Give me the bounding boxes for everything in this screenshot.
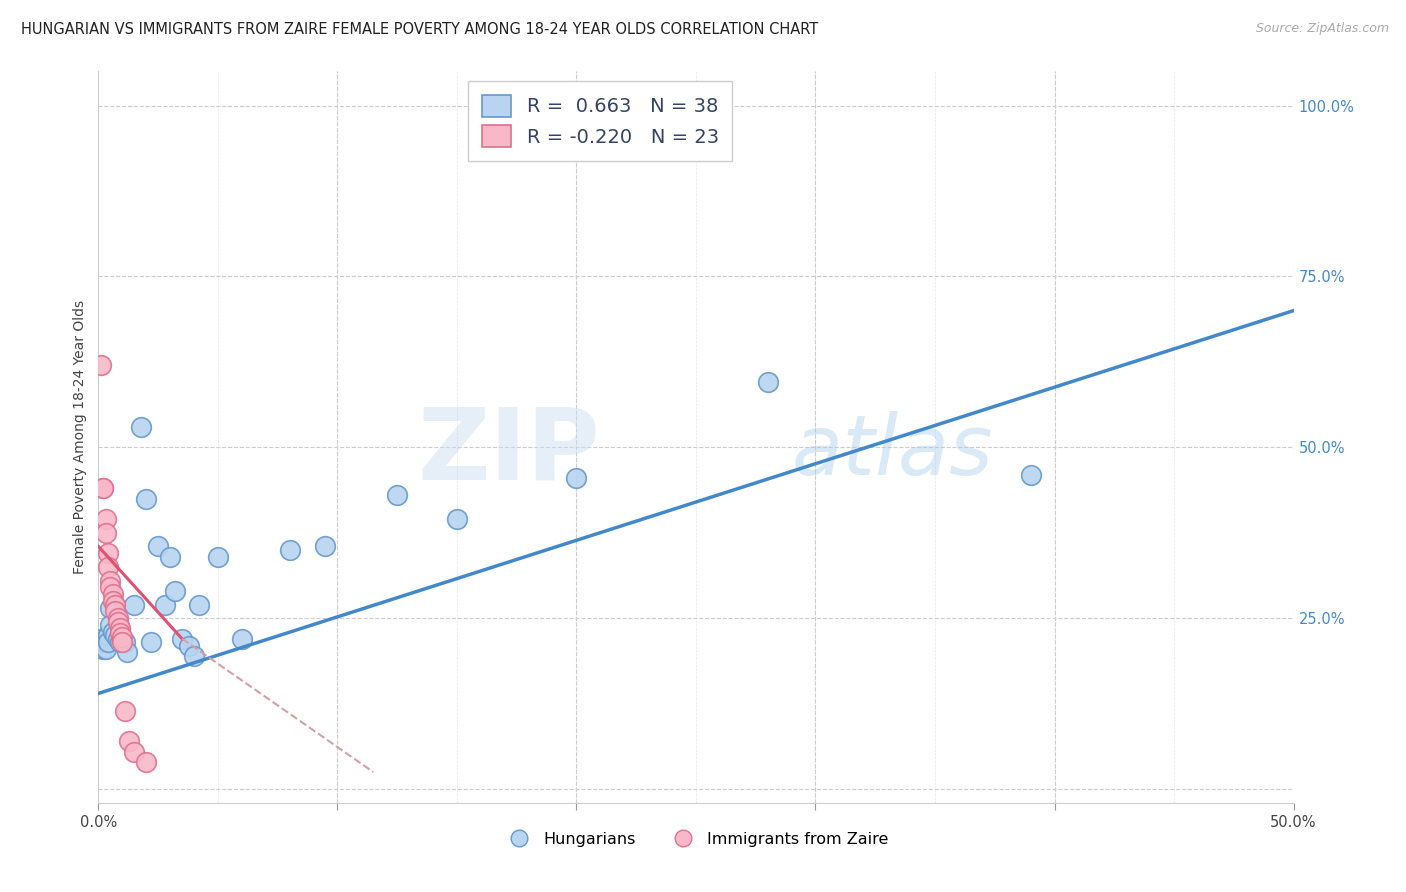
Text: HUNGARIAN VS IMMIGRANTS FROM ZAIRE FEMALE POVERTY AMONG 18-24 YEAR OLDS CORRELAT: HUNGARIAN VS IMMIGRANTS FROM ZAIRE FEMAL… (21, 22, 818, 37)
Point (114, 704, 136, 718)
Point (91, 635, 114, 649)
Point (183, 648, 205, 663)
Point (159, 549, 181, 564)
Point (135, 491, 157, 506)
Point (131, 420, 153, 434)
Point (111, 635, 134, 649)
Point (104, 598, 127, 612)
Point (91, 481, 114, 495)
Point (97, 635, 120, 649)
Point (91, 642, 114, 657)
Point (104, 604, 127, 618)
Point (101, 587, 124, 601)
Point (107, 611, 129, 625)
Point (756, 376, 779, 390)
Point (1019, 467, 1042, 482)
Point (207, 549, 229, 564)
Point (91, 481, 114, 495)
Point (148, 540, 170, 554)
Point (446, 512, 468, 526)
Point (315, 540, 337, 554)
Point (111, 632, 134, 646)
Point (98, 574, 122, 588)
Point (104, 628, 127, 642)
Point (97, 628, 120, 642)
Point (135, 755, 157, 769)
Point (187, 598, 209, 612)
Text: ZIP: ZIP (418, 403, 600, 500)
Point (179, 639, 201, 653)
Point (108, 635, 131, 649)
Point (108, 626, 131, 640)
Point (115, 645, 138, 659)
Point (94, 635, 117, 649)
Point (124, 745, 146, 759)
Point (278, 542, 301, 557)
Point (98, 601, 122, 615)
Point (565, 471, 588, 485)
Point (97, 560, 120, 574)
Point (139, 635, 162, 649)
Text: atlas: atlas (792, 411, 993, 492)
Point (124, 598, 146, 612)
Y-axis label: Female Poverty Among 18-24 Year Olds: Female Poverty Among 18-24 Year Olds (73, 300, 87, 574)
Point (101, 594, 124, 608)
Point (97, 546, 120, 560)
Point (94, 642, 117, 657)
Point (155, 598, 177, 612)
Point (118, 734, 141, 748)
Point (90, 632, 112, 646)
Point (108, 622, 131, 636)
Point (172, 632, 194, 646)
Point (107, 632, 129, 646)
Point (94, 632, 117, 646)
Point (231, 632, 253, 646)
Point (98, 581, 122, 595)
Point (111, 631, 134, 645)
Point (101, 624, 124, 639)
Text: Source: ZipAtlas.com: Source: ZipAtlas.com (1256, 22, 1389, 36)
Point (163, 583, 186, 598)
Point (94, 512, 117, 526)
Point (98, 618, 122, 632)
Point (385, 488, 409, 502)
Point (94, 525, 117, 540)
Point (107, 615, 129, 629)
Point (90, 359, 112, 373)
Point (114, 635, 136, 649)
Legend: Hungarians, Immigrants from Zaire: Hungarians, Immigrants from Zaire (496, 826, 896, 854)
